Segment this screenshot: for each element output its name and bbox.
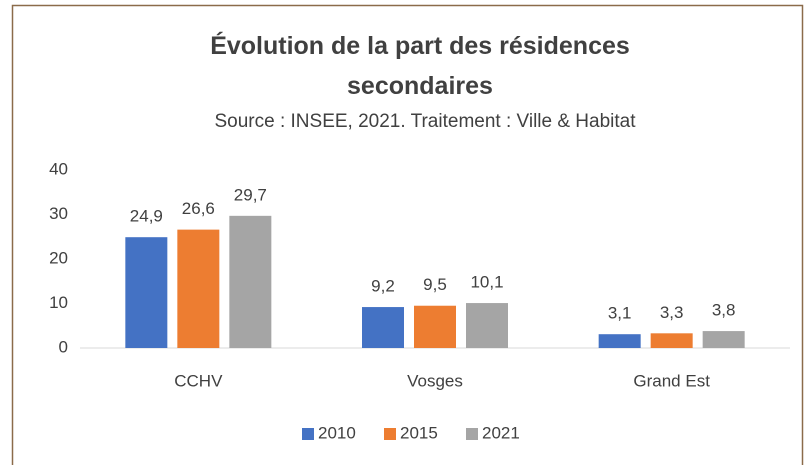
y-tick-label: 40 [49,159,68,178]
value-label: 29,7 [234,185,267,204]
legend-swatch [384,428,396,440]
value-label: 10,1 [470,273,503,292]
chart-title: Évolution de la part des résidences seco… [210,32,630,100]
bar [414,305,456,348]
value-label: 3,8 [712,301,736,320]
y-tick-label: 0 [59,337,68,356]
y-tick-label: 10 [49,293,68,312]
value-label: 9,5 [423,275,447,294]
bar [598,334,641,348]
x-tick-label: Grand Est [633,371,710,390]
value-label: 26,6 [182,199,215,218]
legend-swatch [302,428,314,440]
value-label: 3,3 [660,303,684,322]
value-label: 9,2 [371,277,395,296]
x-tick-label: CCHV [174,371,223,390]
y-tick-label: 30 [49,204,68,223]
value-label: 3,1 [608,304,632,323]
legend-label: 2015 [400,423,438,442]
bar [177,229,220,348]
bar [125,237,168,348]
bar [362,307,404,348]
bar [466,303,508,348]
x-tick-label: Vosges [407,371,463,390]
legend-label: 2010 [318,423,356,442]
bar [702,331,745,348]
chart-subtitle: Source : INSEE, 2021. Traitement : Ville… [214,111,636,132]
legend-label: 2021 [482,423,520,442]
chart-border [11,4,804,465]
bar [650,333,693,348]
bar [229,215,272,348]
value-label: 24,9 [130,207,163,226]
legend-swatch [466,428,478,440]
y-tick-label: 20 [49,248,68,267]
